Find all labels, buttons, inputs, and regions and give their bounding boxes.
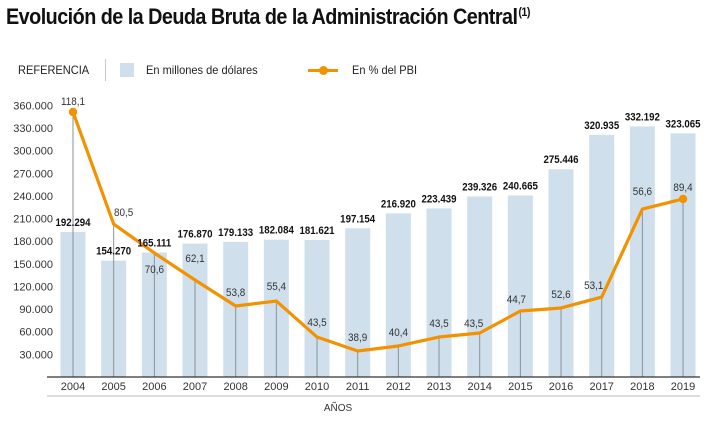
chart-title-text: Evolución de la Deuda Bruta de la Admini… <box>6 4 518 29</box>
bar-value-label: 275.446 <box>544 155 579 167</box>
x-tick-label: 2011 <box>346 381 370 393</box>
pbi-value-label: 53,1 <box>584 281 603 293</box>
x-tick-label: 2015 <box>508 381 532 393</box>
pbi-value-label: 43,5 <box>307 318 326 330</box>
y-tick-label: 360.000 <box>13 100 53 112</box>
x-tick-label: 2005 <box>101 381 125 393</box>
pbi-line <box>68 107 688 353</box>
y-tick-label: 300.000 <box>13 146 53 158</box>
bar-value-label: 323.065 <box>666 119 701 131</box>
legend-heading: REFERENCIA <box>18 63 90 77</box>
bar-value-label: 320.935 <box>584 120 619 132</box>
bar-value-label: 197.154 <box>340 214 375 226</box>
pbi-value-label: 53,8 <box>226 288 245 300</box>
bar-value-label: 240.665 <box>503 181 538 193</box>
y-tick-label: 330.000 <box>13 123 53 135</box>
data-labels: 192.294 154.270 165.111 176.870 179.133 182.0… <box>56 97 701 345</box>
pbi-line-path <box>71 111 684 353</box>
pbi-value-label: 52,6 <box>551 290 570 302</box>
x-tick-label: 2016 <box>549 381 573 393</box>
x-tick-label: 2019 <box>671 381 695 393</box>
bar-value-label: 165.111 <box>137 238 171 250</box>
bar-value-label: 179.133 <box>218 227 253 239</box>
bar-value-label: 332.192 <box>625 112 660 124</box>
x-tick-label: 2012 <box>386 381 410 393</box>
bar-value-label: 154.270 <box>96 246 131 258</box>
bar-value-label: 181.621 <box>300 226 335 238</box>
pbi-value-label: 80,5 <box>114 208 133 220</box>
bar-value-label: 216.920 <box>381 199 416 211</box>
bar-value-label: 176.870 <box>178 229 213 241</box>
pbi-line-marker <box>678 194 688 204</box>
y-tick-label: 60.000 <box>19 327 53 339</box>
x-tick-label: 2007 <box>183 381 207 393</box>
pbi-value-label: 56,6 <box>633 187 652 199</box>
pbi-value-label: 44,7 <box>507 295 526 307</box>
title-footnote-marker: (1) <box>518 5 530 19</box>
pbi-value-label: 55,4 <box>267 282 286 294</box>
x-tick-label: 2018 <box>630 381 654 393</box>
y-tick-label: 210.000 <box>13 214 53 226</box>
pbi-value-label: 118,1 <box>61 97 85 109</box>
bars <box>60 126 696 377</box>
y-axis: 30.000 60.000 90.000 120.000 150.000 180.000 2… <box>13 100 53 361</box>
legend: REFERENCIA En millones de dólares En % d… <box>18 59 422 81</box>
y-tick-label: 90.000 <box>19 304 53 316</box>
bar-value-label: 223.439 <box>422 194 457 206</box>
pbi-line-marker <box>68 107 78 117</box>
pbi-value-label: 38,9 <box>348 333 367 345</box>
legend-line-label: En % del PBI <box>351 63 417 77</box>
legend-bar-label: En millones de dólares <box>146 63 259 77</box>
y-tick-label: 120.000 <box>13 281 53 293</box>
chart-title: Evolución de la Deuda Bruta de la Admini… <box>6 4 530 30</box>
x-axis-label: AÑOS <box>324 401 353 414</box>
x-axis: 2004 2005 2006 2007 2008 2009 2010 2011 2012 2013… <box>47 376 700 397</box>
bar-value-label: 239.326 <box>462 182 497 194</box>
bar-value-label: 192.294 <box>56 217 91 229</box>
y-tick-label: 180.000 <box>13 236 53 248</box>
legend-bar-swatch-icon <box>120 63 135 77</box>
pbi-value-label: 43,5 <box>464 319 483 331</box>
pbi-value-label: 70,6 <box>145 265 164 277</box>
pbi-value-label: 43,5 <box>429 319 448 331</box>
x-tick-label: 2017 <box>589 381 613 393</box>
x-tick-label: 2008 <box>223 381 247 393</box>
pbi-value-label: 40,4 <box>389 328 408 340</box>
y-tick-label: 30.000 <box>19 349 53 361</box>
x-tick-label: 2010 <box>305 381 329 393</box>
y-tick-label: 150.000 <box>13 259 53 271</box>
x-tick-label: 2009 <box>264 381 288 393</box>
legend-line-swatch-icon <box>307 63 338 77</box>
pbi-value-label: 89,4 <box>673 183 692 195</box>
x-tick-label: 2013 <box>427 381 451 393</box>
bar-value-label: 182.084 <box>259 225 294 237</box>
y-tick-label: 240.000 <box>13 191 53 203</box>
legend-divider <box>105 59 107 81</box>
x-tick-label: 2004 <box>61 381 85 393</box>
x-tick-label: 2014 <box>467 381 491 393</box>
line-stems <box>72 112 684 377</box>
x-tick-label: 2006 <box>142 381 166 393</box>
pbi-value-label: 62,1 <box>185 254 204 266</box>
y-tick-label: 270.000 <box>13 168 53 180</box>
